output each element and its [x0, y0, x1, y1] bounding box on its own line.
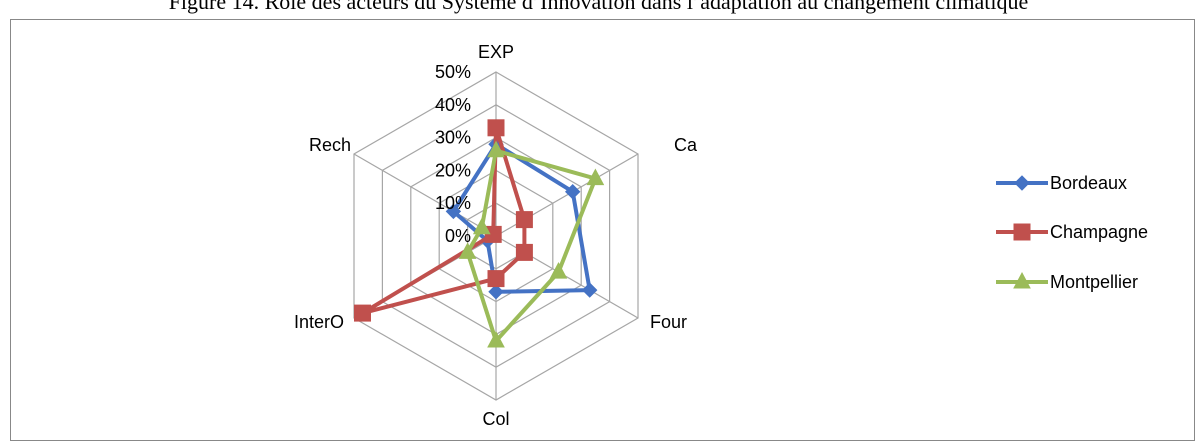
figure-caption: Figure 14. Rôle des acteurs du Système d…: [168, 0, 1029, 14]
axis-labels: EXP Ca Four Col InterO Rech: [294, 42, 698, 429]
legend-marker-montpellier: [1013, 271, 1031, 289]
tick-labels: 0% 10% 20% 30% 40% 50%: [435, 62, 471, 246]
data-point-montpellier-rech: [472, 217, 491, 235]
legend-label-bordeaux: Bordeaux: [1050, 173, 1127, 193]
axis-label-four: Four: [650, 312, 687, 332]
data-point-champagne-exp: [487, 119, 505, 137]
legend-label-montpellier: Montpellier: [1050, 272, 1138, 292]
data-point-montpellier-four: [549, 262, 568, 279]
axis-label-intero: InterO: [294, 312, 344, 332]
tick-label: 10%: [435, 193, 471, 213]
data-point-montpellier-exp: [487, 140, 505, 158]
radar-series: [354, 119, 605, 348]
axis-label-exp: EXP: [478, 42, 514, 62]
axis-label-rech: Rech: [309, 135, 351, 155]
legend-marker-champagne: [1013, 223, 1031, 241]
data-point-montpellier-ca: [586, 168, 605, 186]
data-point-montpellier-col: [487, 330, 505, 348]
data-point-champagne-col: [487, 270, 505, 288]
tick-label: 0%: [445, 226, 471, 246]
legend-label-champagne: Champagne: [1050, 222, 1148, 242]
data-point-champagne-rech: [484, 225, 502, 243]
grid-spoke: [353, 153, 497, 237]
data-point-montpellier-intero: [458, 242, 477, 259]
tick-label: 40%: [435, 95, 471, 115]
tick-label: 20%: [435, 160, 471, 180]
tick-label: 30%: [435, 128, 471, 148]
data-point-champagne-four: [515, 243, 533, 261]
tick-label: 50%: [435, 62, 471, 82]
data-point-bordeaux-ca: [564, 183, 581, 200]
data-point-bordeaux-rech: [445, 203, 462, 220]
data-point-champagne-intero: [354, 304, 371, 322]
legend-marker-bordeaux: [1014, 175, 1030, 191]
axis-label-ca: Ca: [674, 135, 698, 155]
data-point-bordeaux-four: [581, 282, 598, 298]
data-point-bordeaux-col: [488, 284, 504, 300]
legend: Bordeaux Champagne Montpellier: [996, 173, 1148, 292]
axis-label-col: Col: [482, 409, 509, 429]
data-point-champagne-ca: [515, 211, 533, 229]
